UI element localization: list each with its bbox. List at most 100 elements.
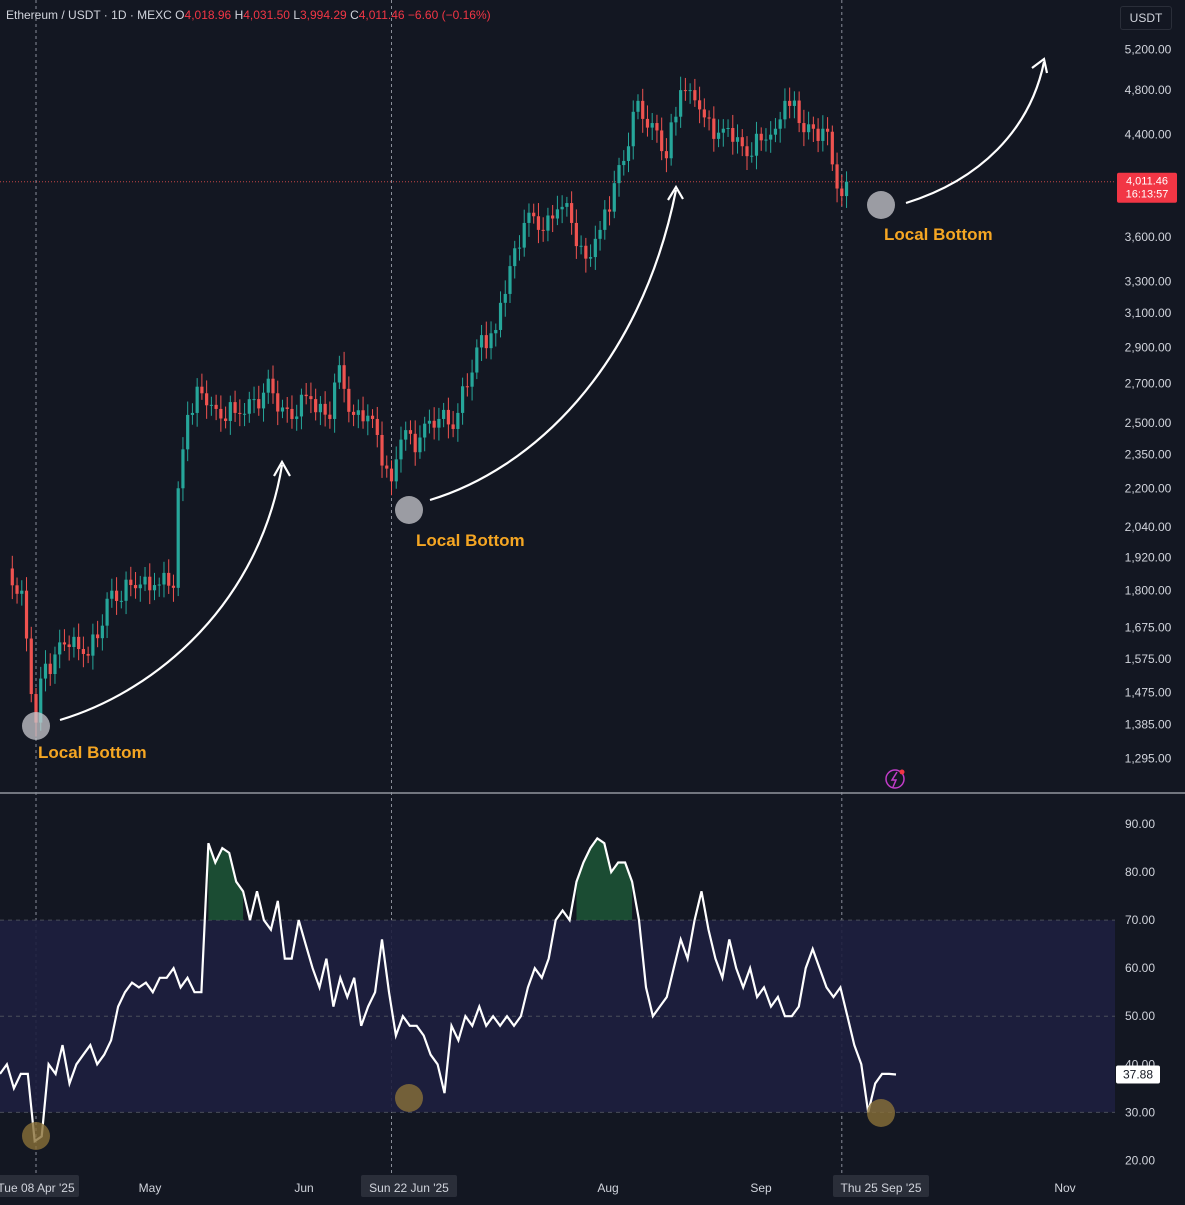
arrow-head xyxy=(273,459,291,477)
candle-body xyxy=(394,459,398,482)
candle-body xyxy=(15,585,19,594)
candle-body xyxy=(532,212,536,217)
candle-body xyxy=(475,347,479,373)
candle-body xyxy=(366,415,370,422)
candle-body xyxy=(133,585,138,589)
candle-body xyxy=(830,131,834,165)
candle-body xyxy=(309,396,313,400)
candle-body xyxy=(821,128,825,141)
price-tick-label: 2,350.00 xyxy=(1125,448,1172,462)
time-tick-label: Nov xyxy=(1054,1181,1075,1195)
candle-body xyxy=(242,413,247,415)
candle-body xyxy=(214,404,218,409)
candle-body xyxy=(247,399,251,414)
price-tick-label: 3,600.00 xyxy=(1125,230,1172,244)
candle-body xyxy=(598,229,602,239)
candle-body xyxy=(508,266,512,294)
candle-body xyxy=(840,188,844,197)
candle-body xyxy=(461,386,465,413)
local-bottom-label: Local Bottom xyxy=(884,225,993,244)
candle-body xyxy=(721,128,725,133)
candle-body xyxy=(171,585,176,588)
candle-body xyxy=(423,423,427,438)
candle-body xyxy=(541,229,545,231)
candle-body xyxy=(380,434,384,466)
local-bottom-marker xyxy=(22,712,50,740)
time-tick-label: Sun 22 Jun '25 xyxy=(369,1181,449,1195)
candle-body xyxy=(20,590,24,594)
candle-body xyxy=(361,410,365,422)
candle-body xyxy=(693,90,697,101)
candle-body xyxy=(792,100,796,106)
candle-body xyxy=(228,402,232,421)
candle-body xyxy=(446,409,450,425)
price-tick-label: 1,575.00 xyxy=(1125,652,1172,666)
price-tick-label: 2,200.00 xyxy=(1125,481,1172,495)
candle-body xyxy=(290,408,294,419)
candle-body xyxy=(347,388,351,412)
symbol-label[interactable]: Ethereum / USDT · 1D · MEXC xyxy=(6,8,172,22)
candle-body xyxy=(707,117,711,119)
candle-body xyxy=(53,654,57,675)
candle-body xyxy=(835,164,839,189)
candle-body xyxy=(351,411,356,415)
candle-body xyxy=(807,124,811,133)
candle-body xyxy=(72,636,76,647)
candle-body xyxy=(783,100,787,120)
candle-body xyxy=(67,644,71,647)
candle-body xyxy=(470,372,474,387)
candle-body xyxy=(669,122,673,159)
rsi-layer xyxy=(0,836,897,1144)
price-tick-label: 3,300.00 xyxy=(1125,274,1172,288)
last-price-tag xyxy=(1117,172,1177,203)
rsi-tick-label: 50.00 xyxy=(1125,1009,1155,1023)
candle-body xyxy=(769,134,773,140)
grid-layer xyxy=(0,0,1185,1178)
candle-body xyxy=(527,212,531,223)
time-tick-highlight xyxy=(833,1175,929,1197)
high-label: H xyxy=(234,8,244,22)
candle-body xyxy=(513,248,517,267)
lightning-icon[interactable] xyxy=(885,769,905,789)
candle-body xyxy=(418,437,422,453)
candle-body xyxy=(404,430,408,440)
candle-body xyxy=(674,116,678,123)
candle-body xyxy=(209,404,213,406)
candle-body xyxy=(726,128,730,130)
candle-body xyxy=(86,653,90,656)
candle-body xyxy=(62,642,67,645)
time-tick-highlight xyxy=(0,1175,79,1197)
candle-body xyxy=(641,100,645,119)
rsi-tick-label: 20.00 xyxy=(1125,1153,1155,1167)
candle-body xyxy=(304,394,308,397)
time-tick-label: Aug xyxy=(597,1181,618,1195)
candle-body xyxy=(342,365,346,389)
currency-unit-button[interactable]: USDT xyxy=(1120,6,1172,30)
candle-body xyxy=(494,329,498,334)
candle-body xyxy=(844,181,849,197)
candle-body xyxy=(276,393,280,412)
candle-body xyxy=(503,293,507,303)
candle-body xyxy=(683,90,687,92)
candle-body xyxy=(96,634,100,639)
candle-body xyxy=(138,584,142,589)
candle-body xyxy=(252,399,256,401)
candle-body xyxy=(385,465,389,469)
rsi-tick-label: 80.00 xyxy=(1125,865,1155,879)
candle-body xyxy=(546,215,550,231)
candle-body xyxy=(190,412,195,415)
change-value: −6.60 (−0.16%) xyxy=(407,8,491,22)
candle-body xyxy=(224,418,228,421)
candle-body xyxy=(77,636,81,650)
candle-body xyxy=(186,414,190,450)
rsi-tick-label: 70.00 xyxy=(1125,913,1155,927)
candle-body xyxy=(233,402,237,413)
open-label: O xyxy=(175,8,185,22)
candle-body xyxy=(152,585,157,591)
arrow-head xyxy=(667,184,684,201)
candle-body xyxy=(536,216,541,230)
candle-body xyxy=(603,209,607,230)
candle-body xyxy=(323,403,327,415)
rsi-overbought-fill xyxy=(576,838,633,921)
